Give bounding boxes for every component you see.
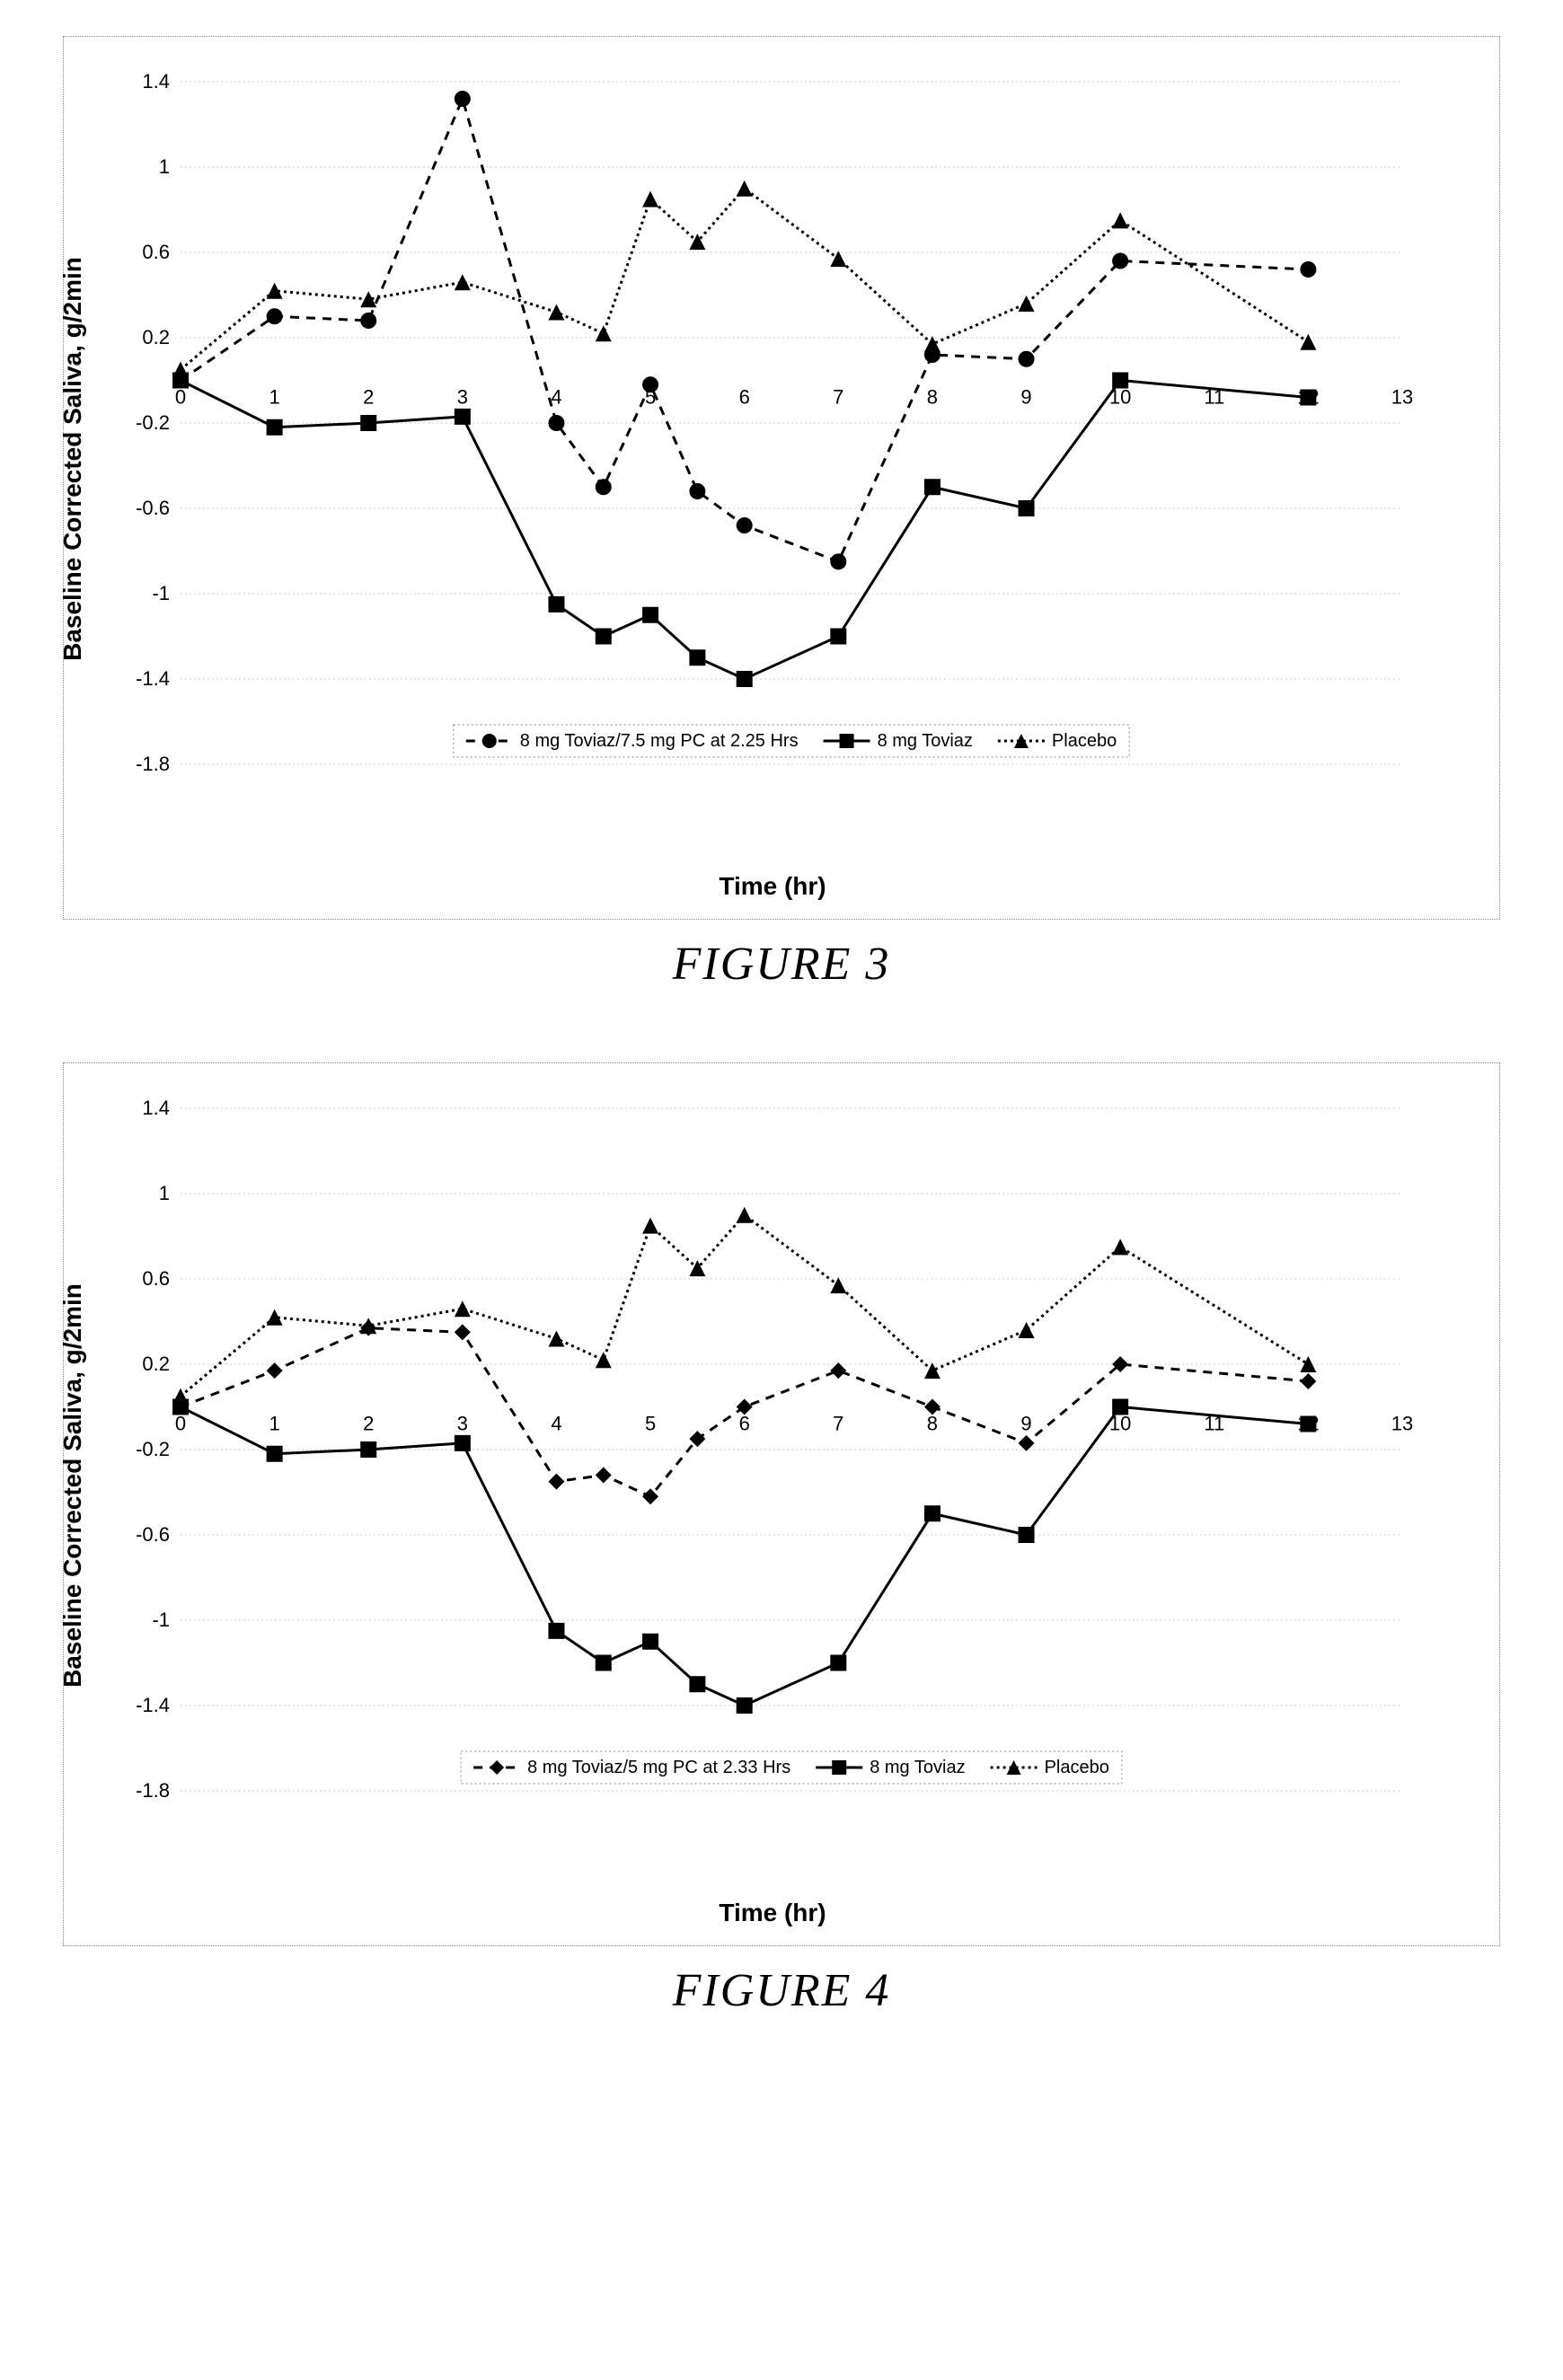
figure-caption: FIGURE 3 — [63, 938, 1500, 991]
figure-4: Baseline Corrected Saliva, g/2min -1.8-1… — [63, 1062, 1500, 2017]
svg-text:8 mg Toviaz: 8 mg Toviaz — [870, 1758, 965, 1777]
svg-text:2: 2 — [363, 1413, 374, 1435]
svg-text:-0.6: -0.6 — [136, 1523, 170, 1546]
svg-text:6: 6 — [739, 1413, 750, 1435]
svg-text:13: 13 — [1391, 1413, 1413, 1435]
svg-text:1: 1 — [269, 386, 279, 409]
svg-text:8 mg Toviaz/7.5 mg PC at 2.25: 8 mg Toviaz/7.5 mg PC at 2.25 Hrs — [520, 731, 799, 751]
svg-text:-1.4: -1.4 — [136, 667, 170, 690]
plot-area: Baseline Corrected Saliva, g/2min -1.8-1… — [82, 1081, 1463, 1890]
svg-text:1.4: 1.4 — [142, 1097, 170, 1119]
svg-text:-0.6: -0.6 — [136, 497, 170, 519]
svg-text:0.6: 0.6 — [142, 241, 170, 263]
svg-text:8 mg Toviaz/5 mg PC at 2.33 Hr: 8 mg Toviaz/5 mg PC at 2.33 Hrs — [527, 1758, 790, 1777]
figure-3: Baseline Corrected Saliva, g/2min -1.8-1… — [63, 36, 1500, 991]
svg-text:8: 8 — [927, 1413, 938, 1435]
svg-text:0: 0 — [175, 386, 186, 409]
svg-text:5: 5 — [645, 1413, 656, 1435]
svg-text:2: 2 — [363, 386, 374, 409]
svg-text:Placebo: Placebo — [1045, 1758, 1109, 1777]
x-axis-label: Time (hr) — [82, 1899, 1463, 1927]
svg-text:1: 1 — [269, 1413, 279, 1435]
svg-text:7: 7 — [833, 1413, 843, 1435]
x-axis-label: Time (hr) — [82, 872, 1463, 901]
svg-text:9: 9 — [1020, 386, 1031, 409]
svg-text:1: 1 — [159, 1182, 170, 1204]
svg-text:4: 4 — [551, 1413, 561, 1435]
svg-text:0: 0 — [175, 1413, 186, 1435]
svg-text:13: 13 — [1391, 386, 1413, 409]
svg-text:-1.8: -1.8 — [136, 753, 170, 775]
svg-text:4: 4 — [551, 386, 561, 409]
svg-text:8: 8 — [927, 386, 938, 409]
svg-text:7: 7 — [833, 386, 843, 409]
svg-text:-1: -1 — [152, 582, 170, 604]
chart-box: Baseline Corrected Saliva, g/2min -1.8-1… — [63, 1062, 1500, 1946]
svg-text:6: 6 — [739, 386, 750, 409]
svg-text:-1: -1 — [152, 1609, 170, 1631]
svg-text:-1.8: -1.8 — [136, 1779, 170, 1802]
chart-svg: -1.8-1.4-1-0.6-0.20.20.611.4012345678910… — [82, 1081, 1429, 1890]
chart-svg: -1.8-1.4-1-0.6-0.20.20.611.4012345678910… — [82, 55, 1429, 863]
svg-text:9: 9 — [1020, 1413, 1031, 1435]
svg-text:-0.2: -0.2 — [136, 1438, 170, 1460]
svg-text:1: 1 — [159, 155, 170, 178]
svg-text:3: 3 — [457, 1413, 468, 1435]
svg-text:1.4: 1.4 — [142, 70, 170, 93]
plot-area: Baseline Corrected Saliva, g/2min -1.8-1… — [82, 55, 1463, 863]
svg-text:-1.4: -1.4 — [136, 1694, 170, 1716]
y-axis-label: Baseline Corrected Saliva, g/2min — [58, 1283, 87, 1688]
svg-text:-0.2: -0.2 — [136, 411, 170, 434]
svg-text:Placebo: Placebo — [1052, 731, 1117, 751]
svg-text:0.6: 0.6 — [142, 1267, 170, 1290]
figure-caption: FIGURE 4 — [63, 1964, 1500, 2017]
svg-text:8 mg Toviaz: 8 mg Toviaz — [878, 731, 973, 751]
svg-text:0.2: 0.2 — [142, 326, 170, 348]
svg-text:3: 3 — [457, 386, 468, 409]
svg-text:0.2: 0.2 — [142, 1353, 170, 1375]
y-axis-label: Baseline Corrected Saliva, g/2min — [58, 257, 87, 661]
chart-box: Baseline Corrected Saliva, g/2min -1.8-1… — [63, 36, 1500, 920]
